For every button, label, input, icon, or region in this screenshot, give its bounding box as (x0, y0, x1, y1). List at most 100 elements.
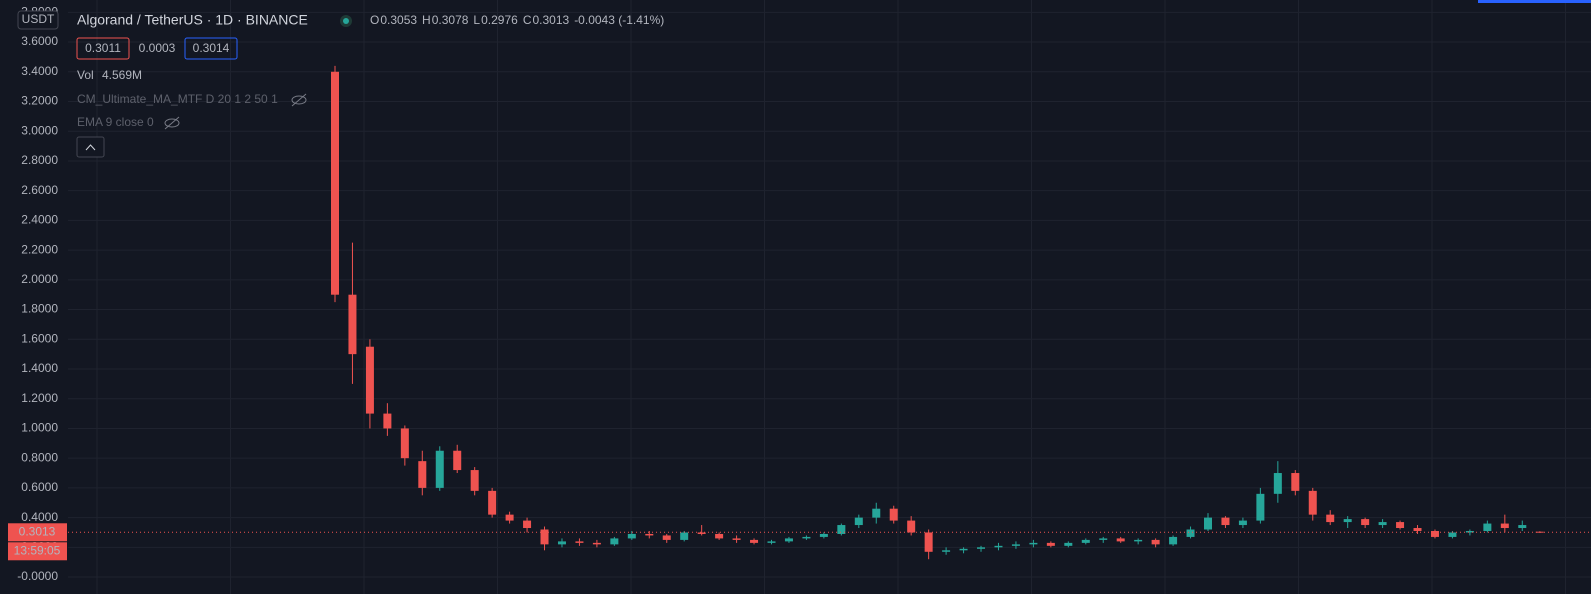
countdown: 13:59:05 (14, 543, 61, 557)
candle-body (1518, 525, 1527, 529)
candle-body (1448, 532, 1457, 537)
candle-body (959, 548, 968, 551)
symbol-title: Algorand / TetherUS · 1D · BINANCE (77, 12, 308, 28)
y-tick-label: 2.4000 (21, 213, 58, 227)
candle-body (1343, 519, 1352, 523)
candle-body (750, 539, 759, 543)
collapse-icon (85, 144, 96, 151)
candle-body (924, 532, 933, 552)
hide-icon[interactable] (164, 116, 180, 130)
candle-body (1308, 490, 1317, 515)
spread: 0.0003 (139, 41, 176, 55)
candle-body (1204, 517, 1212, 530)
candle-body (540, 529, 549, 545)
y-tick-label: 0.8000 (21, 450, 58, 464)
y-tick-label: 1.8000 (21, 302, 58, 316)
candle-body (1029, 542, 1038, 545)
grid (68, 0, 1591, 594)
candle-body (331, 71, 339, 295)
candle-body (1396, 522, 1405, 529)
indicator: EMA 9 close 0 (77, 115, 154, 129)
ohlc-value: 0.3013 (532, 13, 569, 27)
last-price-box (8, 523, 67, 542)
candle-body (784, 538, 793, 542)
candle-body (1483, 523, 1492, 531)
candle-body (697, 532, 706, 534)
candle-body (942, 550, 951, 552)
ohlc-key: L (473, 13, 480, 27)
candle-body (1430, 530, 1439, 537)
y-tick-label: 2.2000 (21, 242, 58, 256)
unit-box[interactable] (17, 10, 59, 30)
candle-body (1046, 542, 1055, 546)
ask: 0.3014 (193, 41, 230, 55)
ohlc-value: 0.3053 (380, 13, 417, 27)
candle-body (557, 541, 566, 545)
y-tick-label: 3.4000 (21, 64, 58, 78)
countdown-box (8, 542, 67, 561)
indicator: CM_Ultimate_MA_MTF D 20 1 2 50 1 (77, 92, 278, 106)
candle-body (610, 538, 619, 545)
candle-body (1099, 538, 1108, 540)
y-tick-label: 3.0000 (21, 123, 58, 137)
candle-body (1378, 522, 1387, 526)
candle-body (1116, 538, 1125, 542)
ohlc-key: C (523, 13, 532, 27)
volume-value: 4.569M (102, 68, 142, 82)
candle-body (837, 525, 846, 534)
candle-body (383, 413, 392, 429)
candle-body (715, 533, 724, 539)
candle-body (977, 547, 986, 549)
candle-body (1535, 531, 1544, 533)
candle-body (994, 545, 1003, 548)
candle-body (488, 490, 497, 515)
y-tick-label: 2.0000 (21, 272, 58, 286)
candle-body (889, 508, 898, 521)
candle-body (872, 508, 881, 518)
candle-body (1291, 473, 1300, 491)
candle-body (1081, 539, 1090, 543)
candle-body (1221, 517, 1230, 526)
candle-body (767, 541, 776, 543)
candle-body (627, 533, 636, 539)
candle-body (1151, 539, 1160, 545)
top-tab (1478, 0, 1591, 3)
ask-box[interactable] (184, 37, 238, 60)
candle-body (1238, 520, 1247, 526)
candle-body (523, 520, 532, 529)
y-tick-label: 1.6000 (21, 331, 58, 345)
candle-body (592, 542, 601, 545)
ohlc-legend: O 0.3053 H 0.3078 L 0.2976 C 0.3013 -0.0043 (-1.… (370, 13, 664, 27)
candle-body (1273, 473, 1282, 494)
y-tick-label: 2.6000 (21, 183, 58, 197)
hide-icon[interactable] (291, 93, 307, 107)
candle-body (1465, 530, 1474, 533)
y-tick-label: 1.4000 (21, 361, 58, 375)
y-tick-label: 1.2000 (21, 391, 58, 405)
y-tick-label: 3.2000 (21, 94, 58, 108)
candle-body (1326, 514, 1335, 523)
candle-body (662, 535, 671, 540)
candle-body (505, 514, 514, 521)
unit-label: USDT (22, 12, 55, 26)
candle-body (1186, 529, 1195, 537)
candle-body (348, 294, 357, 355)
ohlc-key: H (422, 13, 431, 27)
candle-body (854, 517, 863, 526)
candle-body (819, 533, 828, 537)
candle-body (1256, 493, 1265, 521)
candle-body (470, 470, 479, 491)
candle-body (1011, 544, 1020, 546)
candle-body (1361, 519, 1370, 526)
candle-body (1413, 528, 1422, 531)
bid-box[interactable] (76, 37, 130, 60)
collapse-button[interactable] (76, 136, 105, 158)
candle-body (1064, 542, 1073, 546)
status-dot (343, 18, 349, 24)
ohlc-key: O (370, 13, 379, 27)
candle-body (680, 532, 689, 540)
price-axis: -0.00000.20000.40000.60000.80001.00001.2… (17, 5, 58, 584)
ohlc-value: 0.3078 (432, 13, 469, 27)
